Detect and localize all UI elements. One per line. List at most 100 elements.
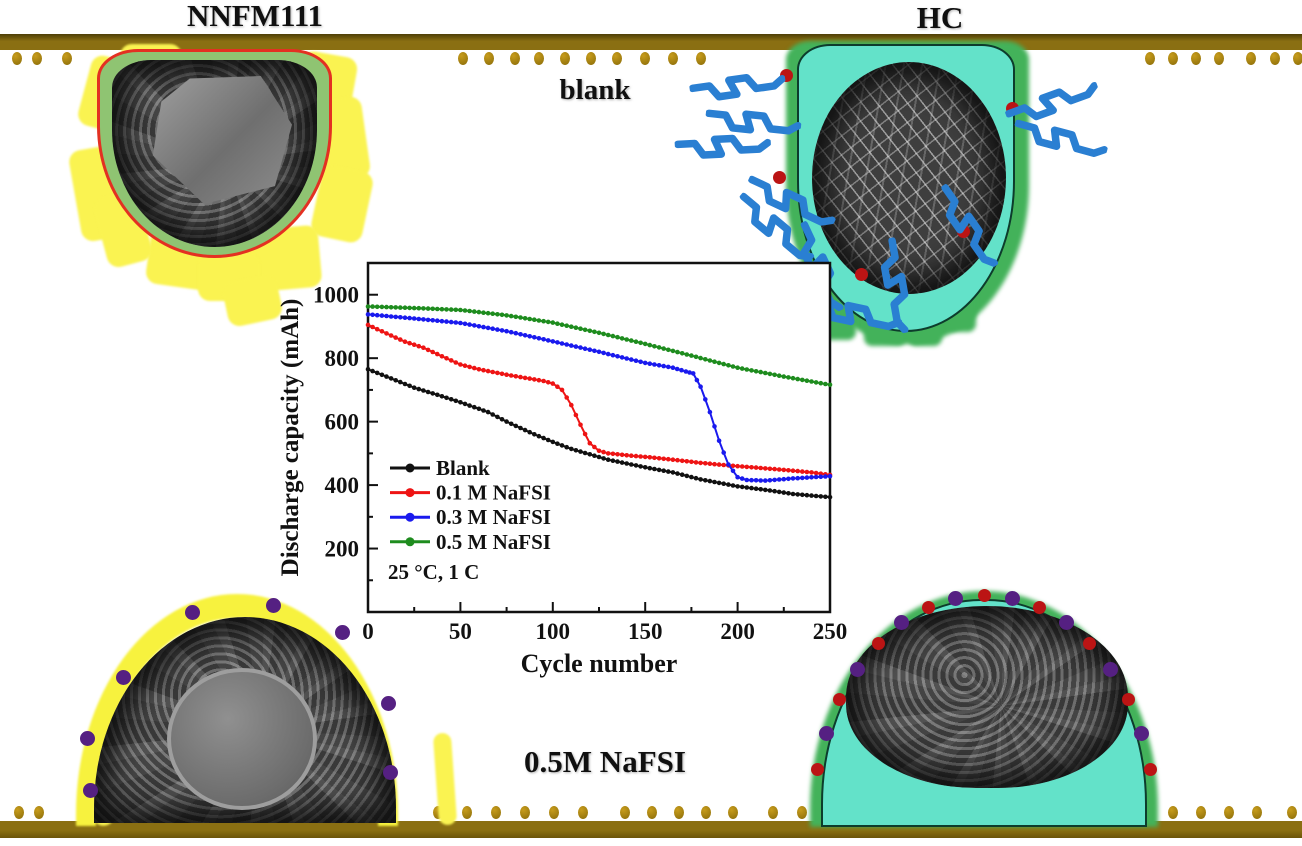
blue-polymer-chain-icon	[748, 175, 836, 226]
legend-label: 0.5 M NaFSI	[436, 530, 551, 554]
series-marker	[795, 492, 800, 497]
series-marker	[744, 367, 750, 372]
series-marker	[652, 455, 657, 461]
series-marker	[596, 448, 602, 454]
series-marker	[448, 319, 454, 325]
series-marker	[545, 380, 551, 385]
series-marker	[587, 452, 593, 457]
series-marker	[753, 486, 759, 491]
series-marker	[582, 327, 588, 333]
series-marker	[698, 384, 703, 389]
series-marker	[633, 463, 639, 468]
series-marker	[675, 471, 680, 476]
series-marker	[416, 386, 422, 392]
series-marker	[809, 379, 814, 384]
series-marker	[800, 377, 805, 383]
series-marker	[370, 368, 375, 374]
series-marker	[666, 456, 671, 462]
series-marker	[730, 468, 736, 474]
series-marker	[365, 312, 371, 317]
series-marker	[508, 329, 514, 335]
series-marker	[430, 349, 435, 355]
series-marker	[675, 457, 680, 463]
series-marker	[772, 466, 777, 472]
purple-nafsi-dot	[335, 625, 350, 640]
series-marker	[661, 363, 666, 369]
series-marker	[684, 459, 690, 464]
x-tick-label: 0	[362, 619, 374, 644]
series-marker	[670, 365, 676, 370]
series-marker	[476, 309, 482, 315]
blue-polymer-chain-icon	[688, 73, 786, 101]
series-marker	[721, 462, 726, 468]
series-marker	[592, 348, 597, 354]
series-marker	[476, 367, 482, 372]
label-nnfm111: NNFM111	[186, 0, 324, 33]
series-marker	[467, 403, 472, 408]
label-05m-nafsi: 0.5M NaFSI	[524, 744, 686, 779]
series-marker	[605, 457, 611, 462]
series-marker	[642, 360, 648, 366]
series-marker	[823, 474, 828, 479]
series-marker	[776, 477, 782, 482]
series-marker	[508, 313, 514, 319]
purple-nafsi-dot	[948, 590, 964, 606]
series-marker	[689, 474, 694, 480]
legend-swatch-marker	[405, 537, 415, 547]
series-marker	[675, 349, 680, 355]
series-marker	[411, 316, 417, 321]
y-axis-title: Discharge capacity (mAh)	[277, 299, 304, 577]
series-marker	[712, 359, 717, 364]
series-marker	[656, 363, 662, 368]
sodium-ion-dot	[797, 806, 807, 819]
series-marker	[601, 331, 606, 337]
red-sei-dot	[810, 762, 824, 776]
series-marker	[712, 424, 717, 429]
series-marker	[555, 441, 560, 446]
series-marker	[638, 340, 643, 346]
series-marker	[453, 398, 459, 404]
series-marker	[679, 472, 685, 477]
series-marker	[421, 317, 426, 322]
red-sei-dot	[921, 601, 935, 615]
legend-label: 0.1 M NaFSI	[436, 481, 551, 505]
series-marker	[416, 305, 422, 311]
series-marker	[786, 491, 791, 496]
series-marker	[647, 465, 653, 471]
series-marker	[444, 307, 449, 312]
series-marker	[467, 322, 472, 327]
series-marker	[481, 310, 486, 315]
series-marker	[776, 373, 782, 378]
series-marker	[721, 450, 726, 455]
series-marker	[532, 377, 537, 382]
series-marker	[813, 380, 819, 385]
series-marker	[439, 306, 445, 312]
sodium-ion-dot	[560, 52, 570, 65]
series-marker	[545, 338, 551, 343]
series-marker	[393, 305, 398, 310]
series-marker	[781, 476, 787, 482]
series-marker	[421, 388, 426, 393]
series-marker	[393, 314, 398, 320]
test-condition-annotation: 25 °C, 1 C	[388, 560, 479, 584]
red-sei-dot	[773, 171, 786, 184]
series-marker	[388, 314, 394, 319]
blue-polymer-chain-icon	[1014, 119, 1108, 157]
series-marker	[605, 351, 611, 357]
series-marker	[647, 342, 653, 348]
series-marker	[827, 494, 833, 500]
series-marker	[402, 339, 408, 344]
series-marker	[374, 370, 380, 376]
series-marker	[739, 464, 745, 469]
series-marker	[504, 328, 509, 334]
series-marker	[690, 371, 696, 376]
sodium-ion-dot	[12, 52, 22, 65]
series-marker	[790, 476, 796, 481]
series-marker	[781, 374, 787, 379]
purple-nafsi-dot	[1134, 725, 1150, 741]
series-marker	[536, 377, 542, 383]
series-marker	[693, 354, 699, 360]
series-marker	[499, 328, 505, 333]
series-marker	[813, 470, 819, 476]
series-marker	[555, 384, 560, 389]
